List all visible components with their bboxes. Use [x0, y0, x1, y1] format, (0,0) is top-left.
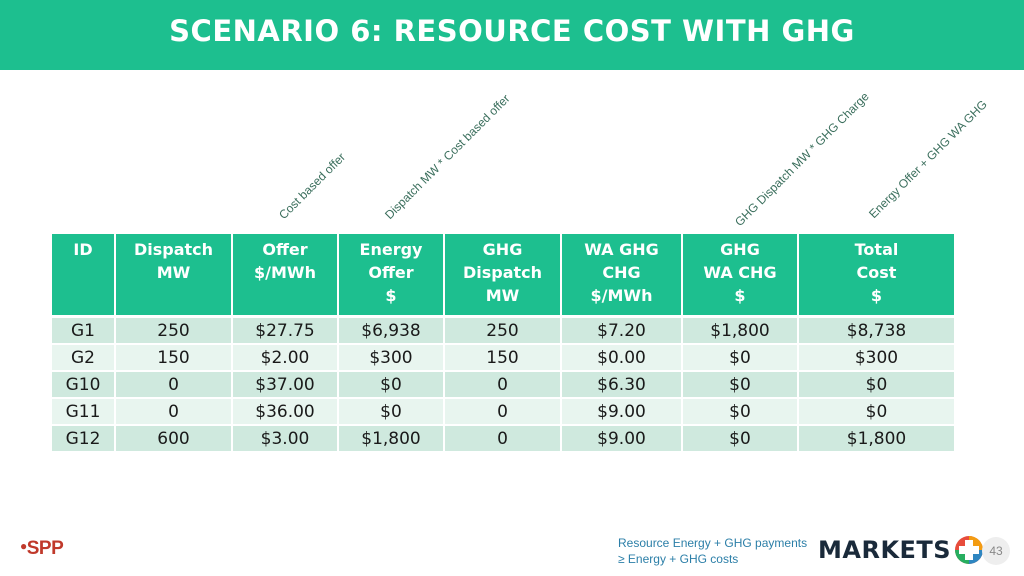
table-row: G1 250 $27.75 $6,938 250 $7.20 $1,800 $8… — [52, 316, 954, 345]
header-line: Offer — [368, 263, 414, 282]
cell-ghg-dispatch: 0 — [444, 425, 562, 453]
cell-ghg-dispatch: 0 — [444, 371, 562, 399]
cell-energy-offer: $0 — [338, 398, 445, 426]
header-line: Energy — [359, 240, 423, 259]
header-line: $/MWh — [254, 263, 316, 282]
header-line: $ — [870, 286, 883, 305]
cell-offer: $3.00 — [232, 425, 339, 453]
plus-icon — [955, 536, 984, 564]
annotation-cost-based-offer: Cost based offer — [276, 149, 349, 222]
cell-wa-ghg-chg: $7.20 — [561, 316, 683, 345]
table-row: G10 0 $37.00 $0 0 $6.30 $0 $0 — [52, 371, 954, 399]
cell-ghg-wa-chg: $0 — [682, 371, 799, 399]
footer-note-line: ≥ Energy + GHG costs — [618, 552, 739, 566]
header-line: $/MWh — [590, 286, 653, 305]
cell-offer: $27.75 — [232, 316, 339, 345]
header-line: Dispatch — [462, 263, 543, 282]
cell-total-cost: $300 — [798, 344, 954, 372]
cell-wa-ghg-chg: $0.00 — [561, 344, 683, 372]
header-offer: Offer $/MWh — [232, 234, 339, 317]
cell-wa-ghg-chg: $9.00 — [561, 398, 683, 426]
cell-energy-offer: $0 — [338, 371, 445, 399]
annotation-ghg-dispatch-charge: GHG Dispatch MW * GHG Charge — [732, 89, 872, 229]
cell-ghg-wa-chg: $0 — [682, 425, 799, 453]
header-line: WA GHG — [584, 240, 659, 259]
header-total-cost: Total Cost $ — [798, 234, 954, 317]
cost-table: ID Dispatch MW Offer $/MWh Energy Offer … — [52, 234, 954, 453]
header-ghg-wa-chg: GHG WA CHG $ — [682, 234, 799, 317]
header-energy-offer: Energy Offer $ — [338, 234, 445, 317]
cell-energy-offer: $6,938 — [338, 316, 445, 345]
cell-total-cost: $1,800 — [798, 425, 954, 453]
cell-total-cost: $0 — [798, 398, 954, 426]
cell-wa-ghg-chg: $9.00 — [561, 425, 683, 453]
header-line: $ — [734, 286, 746, 305]
spp-logo-text: SPP — [26, 538, 64, 559]
cell-id: G1 — [52, 316, 116, 345]
header-dispatch-mw: Dispatch MW — [115, 234, 233, 317]
table-header-row: ID Dispatch MW Offer $/MWh Energy Offer … — [52, 234, 954, 317]
cell-total-cost: $0 — [798, 371, 954, 399]
annotation-energy-offer-ghg: Energy Offer + GHG WA GHG — [866, 97, 990, 221]
markets-logo-text: MARKETS — [818, 536, 952, 564]
cell-dispatch-mw: 600 — [115, 425, 233, 453]
cell-ghg-wa-chg: $0 — [682, 344, 799, 372]
cell-ghg-wa-chg: $0 — [682, 398, 799, 426]
cell-id: G10 — [52, 371, 116, 399]
header-line: $ — [385, 286, 397, 305]
cell-offer: $2.00 — [232, 344, 339, 372]
cell-offer: $36.00 — [232, 398, 339, 426]
cell-id: G12 — [52, 425, 116, 453]
cell-id: G2 — [52, 344, 116, 372]
cell-wa-ghg-chg: $6.30 — [561, 371, 683, 399]
header-line: GHG — [720, 240, 760, 259]
footer-note: Resource Energy + GHG payments ≥ Energy … — [618, 535, 807, 567]
header-line: MW — [156, 263, 191, 282]
cell-offer: $37.00 — [232, 371, 339, 399]
header-ghg-dispatch: GHG Dispatch MW — [444, 234, 562, 317]
table-row: G11 0 $36.00 $0 0 $9.00 $0 $0 — [52, 398, 954, 426]
header-line: MW — [485, 286, 520, 305]
header-line: CHG — [602, 263, 641, 282]
markets-plus-logo: MARKETS — [818, 534, 984, 566]
header-wa-ghg-chg: WA GHG CHG $/MWh — [561, 234, 683, 317]
cell-ghg-dispatch: 0 — [444, 398, 562, 426]
header-line: GHG — [482, 240, 523, 259]
cell-dispatch-mw: 0 — [115, 398, 233, 426]
header-line: ID — [73, 240, 93, 259]
header-line: Dispatch — [133, 240, 214, 259]
cell-energy-offer: $1,800 — [338, 425, 445, 453]
title-bar: SCENARIO 6: RESOURCE COST WITH GHG — [0, 0, 1024, 70]
page-number: 43 — [982, 537, 1010, 565]
header-line: WA CHG — [703, 263, 777, 282]
header-line: Offer — [262, 240, 308, 259]
cell-ghg-dispatch: 150 — [444, 344, 562, 372]
cell-energy-offer: $300 — [338, 344, 445, 372]
spp-mark-icon: ● — [20, 539, 27, 553]
cell-dispatch-mw: 250 — [115, 316, 233, 345]
cell-ghg-wa-chg: $1,800 — [682, 316, 799, 345]
slide-title: SCENARIO 6: RESOURCE COST WITH GHG — [169, 14, 855, 48]
header-line: Cost — [856, 263, 897, 282]
annotation-dispatch-mw-offer: Dispatch MW * Cost based offer — [382, 91, 513, 223]
cell-dispatch-mw: 150 — [115, 344, 233, 372]
header-id: ID — [52, 234, 116, 317]
table-row: G12 600 $3.00 $1,800 0 $9.00 $0 $1,800 — [52, 425, 954, 453]
cell-ghg-dispatch: 250 — [444, 316, 562, 345]
header-line: Total — [854, 240, 899, 259]
footer-note-line: Resource Energy + GHG payments — [618, 536, 808, 550]
cell-total-cost: $8,738 — [798, 316, 954, 345]
cell-dispatch-mw: 0 — [115, 371, 233, 399]
table-row: G2 150 $2.00 $300 150 $0.00 $0 $300 — [52, 344, 954, 372]
spp-logo: ●SPP — [20, 538, 64, 560]
cell-id: G11 — [52, 398, 116, 426]
